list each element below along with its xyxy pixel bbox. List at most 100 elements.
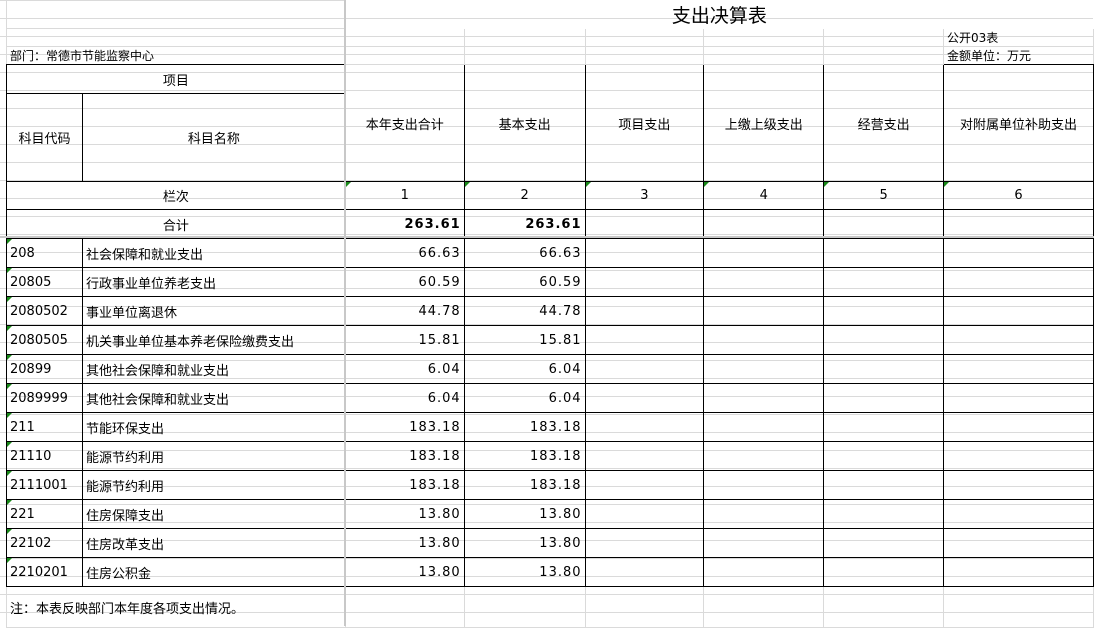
cell-empty[interactable] xyxy=(703,528,825,558)
cell-empty[interactable] xyxy=(584,528,705,558)
cell-empty[interactable] xyxy=(823,412,945,442)
cell-name[interactable]: 能源节约利用 xyxy=(81,470,346,500)
cell-empty[interactable] xyxy=(703,238,825,268)
cell-v1[interactable]: 60.59 xyxy=(344,267,465,297)
cell-v2[interactable]: 66.63 xyxy=(463,238,586,268)
cell[interactable] xyxy=(703,28,825,47)
cell-empty[interactable] xyxy=(943,557,1094,587)
cell-code[interactable]: 208 xyxy=(6,238,83,268)
row-index-3[interactable]: 3 xyxy=(584,181,705,210)
cell[interactable] xyxy=(584,28,705,47)
cell-code[interactable]: 2210201 xyxy=(6,557,83,587)
cell-v2[interactable]: 6.04 xyxy=(463,354,586,384)
total-col-5[interactable] xyxy=(823,209,945,239)
cell-empty[interactable] xyxy=(703,296,825,326)
cell[interactable] xyxy=(584,46,705,65)
cell-empty[interactable] xyxy=(823,267,945,297)
row-index-2[interactable]: 2 xyxy=(463,181,586,210)
cell-empty[interactable] xyxy=(943,470,1094,500)
cell-v1[interactable]: 6.04 xyxy=(344,354,465,384)
cell-code[interactable]: 2080505 xyxy=(6,325,83,355)
cell-v2[interactable]: 183.18 xyxy=(463,412,586,442)
total-col-4[interactable] xyxy=(703,209,825,239)
cell-empty[interactable] xyxy=(584,412,705,442)
cell-empty[interactable] xyxy=(823,238,945,268)
cell-v2[interactable]: 6.04 xyxy=(463,383,586,413)
cell[interactable] xyxy=(463,586,586,628)
cell[interactable] xyxy=(584,586,705,628)
cell-empty[interactable] xyxy=(703,470,825,500)
cell[interactable] xyxy=(344,586,465,628)
cell-empty[interactable] xyxy=(703,557,825,587)
cell-v1[interactable]: 13.80 xyxy=(344,557,465,587)
cell-v1[interactable]: 15.81 xyxy=(344,325,465,355)
cell-empty[interactable] xyxy=(703,441,825,471)
cell-name[interactable]: 节能环保支出 xyxy=(81,412,346,442)
cell[interactable] xyxy=(6,0,346,29)
cell-v2[interactable]: 44.78 xyxy=(463,296,586,326)
cell-empty[interactable] xyxy=(703,325,825,355)
cell-name[interactable]: 其他社会保障和就业支出 xyxy=(81,383,346,413)
cell-code[interactable]: 20805 xyxy=(6,267,83,297)
cell-code[interactable]: 22102 xyxy=(6,528,83,558)
cell[interactable] xyxy=(703,586,825,628)
cell[interactable] xyxy=(6,28,346,47)
cell[interactable] xyxy=(344,46,465,65)
cell-empty[interactable] xyxy=(703,267,825,297)
cell-empty[interactable] xyxy=(823,441,945,471)
cell-v2[interactable]: 15.81 xyxy=(463,325,586,355)
cell-empty[interactable] xyxy=(584,557,705,587)
cell-empty[interactable] xyxy=(584,267,705,297)
cell-empty[interactable] xyxy=(943,528,1094,558)
cell-empty[interactable] xyxy=(584,383,705,413)
cell-code[interactable]: 2111001 xyxy=(6,470,83,500)
cell-v1[interactable]: 66.63 xyxy=(344,238,465,268)
cell-code[interactable]: 211 xyxy=(6,412,83,442)
cell-empty[interactable] xyxy=(703,412,825,442)
cell-empty[interactable] xyxy=(823,470,945,500)
cell-name[interactable]: 行政事业单位养老支出 xyxy=(81,267,346,297)
cell-v2[interactable]: 13.80 xyxy=(463,528,586,558)
cell-empty[interactable] xyxy=(584,296,705,326)
cell[interactable] xyxy=(463,28,586,47)
cell-empty[interactable] xyxy=(943,499,1094,529)
cell-empty[interactable] xyxy=(823,557,945,587)
cell[interactable] xyxy=(943,586,1094,628)
cell-code[interactable]: 2089999 xyxy=(6,383,83,413)
cell-v2[interactable]: 60.59 xyxy=(463,267,586,297)
cell[interactable] xyxy=(823,46,945,65)
cell-name[interactable]: 住房公积金 xyxy=(81,557,346,587)
cell[interactable] xyxy=(823,586,945,628)
row-index-4[interactable]: 4 xyxy=(703,181,825,210)
cell-empty[interactable] xyxy=(584,470,705,500)
cell-empty[interactable] xyxy=(943,296,1094,326)
cell[interactable] xyxy=(463,46,586,65)
cell-empty[interactable] xyxy=(823,383,945,413)
cell-empty[interactable] xyxy=(703,354,825,384)
total-col-6[interactable] xyxy=(943,209,1094,239)
cell-empty[interactable] xyxy=(943,412,1094,442)
cell-code[interactable]: 2080502 xyxy=(6,296,83,326)
total-col-2[interactable]: 263.61 xyxy=(463,209,586,239)
total-col-1[interactable]: 263.61 xyxy=(344,209,465,239)
cell[interactable] xyxy=(344,28,465,47)
cell[interactable] xyxy=(823,28,945,47)
cell-empty[interactable] xyxy=(703,383,825,413)
cell-empty[interactable] xyxy=(584,325,705,355)
cell-name[interactable]: 能源节约利用 xyxy=(81,441,346,471)
cell-empty[interactable] xyxy=(943,383,1094,413)
cell-v1[interactable]: 44.78 xyxy=(344,296,465,326)
cell-code[interactable]: 221 xyxy=(6,499,83,529)
cell-v1[interactable]: 13.80 xyxy=(344,528,465,558)
cell-name[interactable]: 机关事业单位基本养老保险缴费支出 xyxy=(81,325,346,355)
cell-empty[interactable] xyxy=(584,238,705,268)
cell-empty[interactable] xyxy=(584,441,705,471)
cell-v1[interactable]: 183.18 xyxy=(344,441,465,471)
cell-empty[interactable] xyxy=(823,354,945,384)
cell-v1[interactable]: 183.18 xyxy=(344,412,465,442)
row-index-1[interactable]: 1 xyxy=(344,181,465,210)
cell-v2[interactable]: 13.80 xyxy=(463,499,586,529)
cell-empty[interactable] xyxy=(703,499,825,529)
cell-empty[interactable] xyxy=(584,499,705,529)
cell-empty[interactable] xyxy=(943,267,1094,297)
